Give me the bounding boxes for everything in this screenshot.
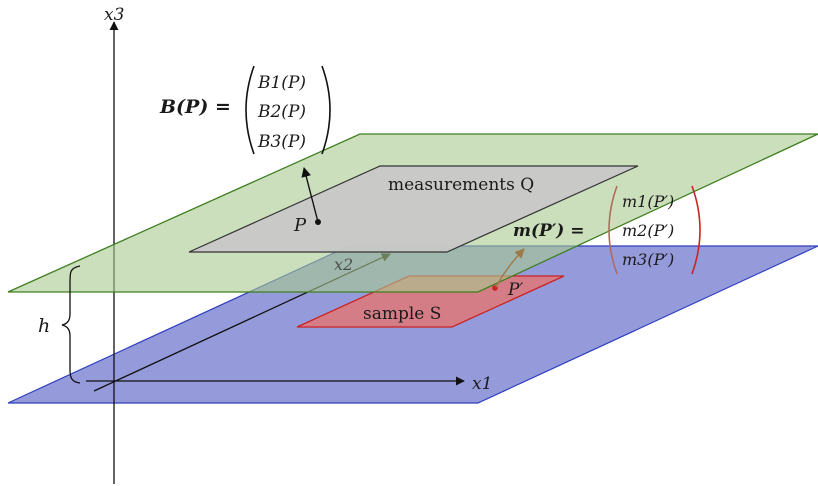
measurement-label: measurements Q — [388, 175, 534, 195]
field-vector-arrow — [301, 167, 319, 223]
x1-axis-label: x1 — [472, 374, 492, 394]
moment-vector-arrow — [495, 248, 525, 288]
moment-equation-lhs: m(P′) = — [513, 221, 585, 241]
field-left-paren — [245, 65, 255, 155]
field-right-paren — [321, 65, 331, 155]
point-p-label: P — [293, 215, 307, 236]
height-label: h — [38, 315, 50, 337]
height-brace — [61, 265, 81, 384]
x2-axis-label: x2 — [334, 255, 353, 274]
measurement-region — [188, 165, 639, 253]
field-equation-lhs: B(P) = — [159, 96, 231, 118]
moment-component-2: m2(P′) — [622, 221, 674, 240]
moment-left-paren — [608, 185, 618, 275]
point-p-prime-label: P′ — [507, 280, 523, 300]
moment-right-paren — [691, 185, 701, 275]
moment-component-1: m1(P′) — [622, 192, 674, 211]
sample-label: sample S — [363, 304, 441, 324]
moment-component-3: m3(P′) — [622, 250, 674, 269]
field-component-2: B2(P) — [257, 102, 306, 122]
field-component-3: B3(P) — [257, 132, 306, 152]
field-component-1: B1(P) — [257, 73, 306, 93]
x3-axis-label: x3 — [104, 5, 124, 25]
